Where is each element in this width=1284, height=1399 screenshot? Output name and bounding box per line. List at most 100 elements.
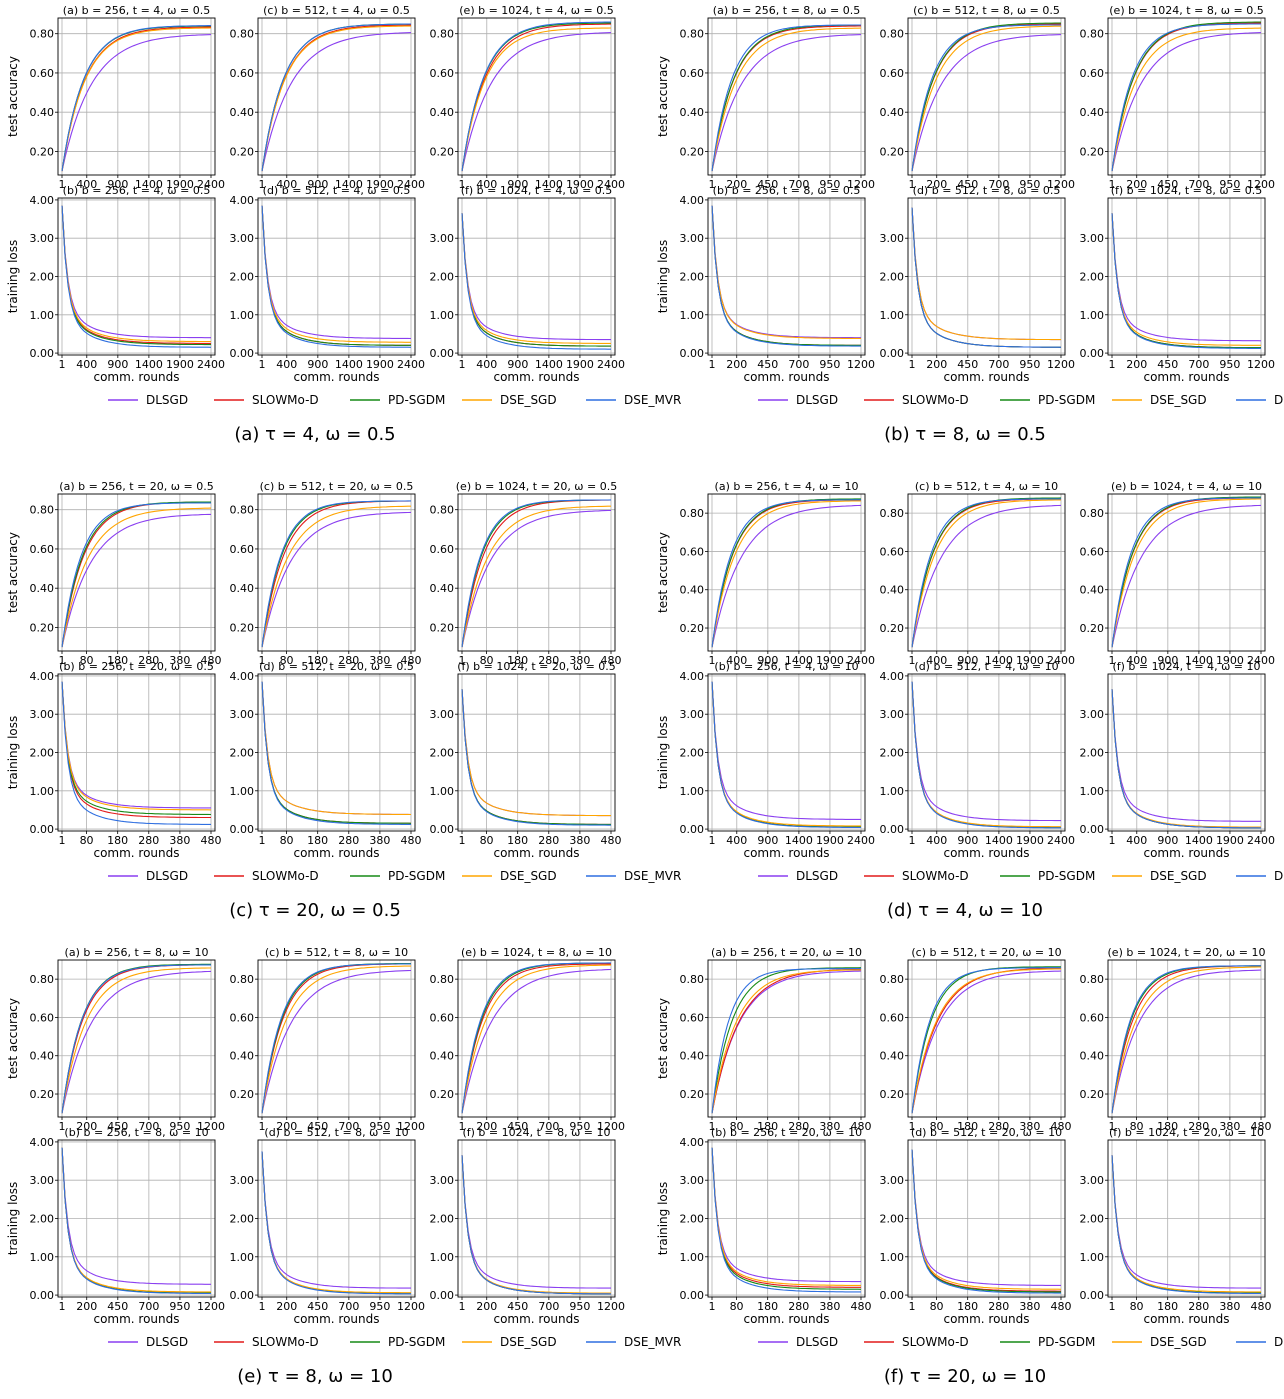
legend-label: DLSGD <box>796 1335 838 1349</box>
x-tick-label: 900 <box>957 654 978 667</box>
y-tick-label: 0.20 <box>230 145 255 158</box>
x-tick-label: 80 <box>730 1300 744 1313</box>
panel-title: (a) b = 256, t = 4, ω = 10 <box>715 480 859 493</box>
x-tick-label: 380 <box>369 654 390 667</box>
y-tick-label: 0.80 <box>30 504 55 517</box>
series-line-dse_sgd <box>261 25 411 172</box>
series-line-dlsgd <box>711 34 862 172</box>
panel-loss-b256: 1 200 450 700 950 12000.001.002.003.004.00(b)… <box>680 184 876 371</box>
panel-title: (f) b = 1024, t = 20, ω = 0.5 <box>457 660 616 673</box>
series-line-dse_sgd <box>911 207 1061 341</box>
series-line-dse_mvr <box>911 967 1061 1114</box>
x-tick-label: 180 <box>307 834 328 847</box>
x-tick-label: 1 <box>909 834 916 847</box>
panel-loss-b256: 1 200 450 700 950 12000.001.002.003.004.00(b)… <box>30 1126 226 1313</box>
series-line-slowmo-d <box>911 967 1061 1114</box>
x-tick-label: 1900 <box>566 358 594 371</box>
panel-title: (d) b = 512, t = 20, ω = 0.5 <box>259 660 414 673</box>
series-line-slowmo-d <box>711 681 861 828</box>
x-tick-label: 700 <box>788 178 809 191</box>
y-tick-label: 0.40 <box>880 106 905 119</box>
axes-frame <box>707 959 866 1118</box>
x-tick-label: 2400 <box>1247 834 1275 847</box>
x-tick-label: 200 <box>1126 358 1147 371</box>
x-tick-label: 700 <box>538 1120 559 1133</box>
x-tick-label: 700 <box>788 358 809 371</box>
x-tick-label: 200 <box>76 1300 97 1313</box>
x-tick-label: 380 <box>369 834 390 847</box>
x-tick-label: 380 <box>1219 1300 1240 1313</box>
series-line-dse_mvr <box>1111 965 1261 1114</box>
y-tick-label: 0.00 <box>680 347 705 360</box>
y-tick-label: 0.80 <box>30 28 55 41</box>
x-tick-label: 450 <box>957 178 978 191</box>
legend-label: DLSGD <box>796 869 838 883</box>
y-tick-label: 0.20 <box>30 621 55 634</box>
legend-label: SLOWMo-D <box>252 393 319 407</box>
series-line-dse_sgd <box>711 681 861 827</box>
y-tick-label: 0.80 <box>430 504 455 517</box>
x-tick-label: 950 <box>569 1120 590 1133</box>
x-tick-label: 380 <box>169 654 190 667</box>
x-tick-label: 200 <box>476 1120 497 1133</box>
series-line-dse_sgd <box>711 27 862 172</box>
x-tick-label: 380 <box>169 834 190 847</box>
series-line-dlsgd <box>261 1151 411 1289</box>
x-tick-label: 400 <box>276 358 297 371</box>
x-tick-label: 2400 <box>847 654 875 667</box>
y-tick-label: 0.80 <box>1080 507 1105 520</box>
series-line-pd-sgdm <box>911 966 1061 1114</box>
y-tick-label: 0.80 <box>680 973 705 986</box>
y-tick-label: 0.00 <box>230 1289 255 1302</box>
panel-title: (d) b = 512, t = 20, ω = 10 <box>911 1126 1062 1139</box>
series-line-dse_sgd <box>261 1151 411 1294</box>
axes-frame <box>707 673 866 832</box>
x-tick-label: 1200 <box>597 1300 625 1313</box>
y-tick-label: 0.60 <box>30 1011 55 1024</box>
x-tick-label: 1 <box>1109 1300 1116 1313</box>
y-tick-label: 0.00 <box>430 347 455 360</box>
x-tick-label: 80 <box>80 834 94 847</box>
panel-title: (b) b = 256, t = 8, ω = 0.5 <box>713 184 861 197</box>
x-tick-label: 1900 <box>366 358 394 371</box>
x-tick-label: 480 <box>851 1120 872 1133</box>
x-tick-label: 200 <box>76 1120 97 1133</box>
series-line-dse_sgd <box>1111 213 1261 346</box>
axes-frame <box>707 1139 866 1298</box>
y-tick-label: 0.60 <box>680 67 705 80</box>
series-line-dse_mvr <box>911 207 1062 348</box>
series-line-dse_sgd <box>261 505 411 648</box>
x-tick-label: 950 <box>1019 178 1040 191</box>
y-tick-label: 0.00 <box>880 823 905 836</box>
panel-title: (d) b = 512, t = 8, ω = 0.5 <box>913 184 1061 197</box>
x-tick-label: 380 <box>1019 1120 1040 1133</box>
axes-frame <box>57 1139 216 1298</box>
y-tick-label: 1.00 <box>1080 309 1105 322</box>
y-tick-label: 0.60 <box>680 1011 705 1024</box>
legend-label: SLOWMo-D <box>902 1335 969 1349</box>
legend-label: SLOWMo-D <box>252 869 319 883</box>
x-tick-label: 450 <box>757 358 778 371</box>
x-tick-label: 900 <box>957 834 978 847</box>
panel-title: (c) b = 512, t = 4, ω = 10 <box>915 480 1058 493</box>
x-tick-label: 480 <box>201 834 222 847</box>
y-tick-label: 0.60 <box>1080 545 1105 558</box>
legend-label: DSE_MVR <box>1274 869 1284 883</box>
y-tick-label: 4.00 <box>680 194 705 207</box>
y-tick-label: 1.00 <box>680 1251 705 1264</box>
x-tick-label: 700 <box>138 1300 159 1313</box>
legend-label: PD-SGDM <box>388 869 445 883</box>
panel-title: (e) b = 1024, t = 20, ω = 0.5 <box>456 480 617 493</box>
x-tick-label: 180 <box>957 1300 978 1313</box>
series-line-dse_sgd <box>461 27 612 172</box>
x-axis-label: comm. rounds <box>943 846 1029 860</box>
x-tick-label: 2400 <box>1247 654 1275 667</box>
series-line-dse_mvr <box>461 499 612 648</box>
